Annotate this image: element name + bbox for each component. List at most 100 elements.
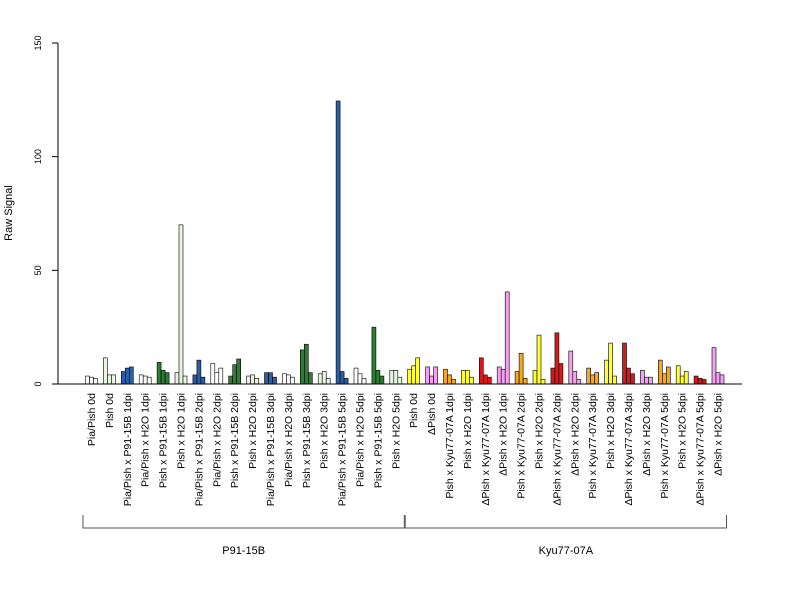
bar-group xyxy=(335,100,349,385)
bar xyxy=(504,291,510,385)
bar xyxy=(576,379,582,385)
bracket-line xyxy=(82,515,405,529)
bar xyxy=(586,367,592,385)
bar xyxy=(461,370,466,385)
bar xyxy=(210,363,216,385)
bar-group xyxy=(156,362,170,385)
bar xyxy=(353,367,359,385)
bar xyxy=(594,372,600,385)
bar xyxy=(536,334,542,385)
bar xyxy=(107,374,112,385)
bar xyxy=(343,378,349,385)
bar xyxy=(389,370,395,385)
bar xyxy=(554,332,560,385)
x-tick-label: Pia/Pish x P91-15B 1dpi xyxy=(122,393,134,506)
bar-group xyxy=(353,367,367,385)
x-tick-label: Pish x H2O 5dpi xyxy=(677,393,689,469)
x-tick-label: Pish x H2O 3dpi xyxy=(605,393,617,469)
bar xyxy=(433,366,438,385)
bar xyxy=(282,373,287,385)
bar xyxy=(675,365,681,385)
bar xyxy=(299,349,305,385)
group-label: P91-15B xyxy=(222,545,265,557)
bar xyxy=(626,367,631,385)
bar-group xyxy=(425,366,438,385)
bar xyxy=(156,362,162,385)
y-tick-label: 100 xyxy=(33,149,43,164)
bar xyxy=(142,375,148,385)
bar xyxy=(192,374,198,385)
bar-group xyxy=(210,363,224,385)
bar xyxy=(290,376,295,385)
x-tick-label: Pish x H2O 3dpi xyxy=(319,393,331,469)
bar-group xyxy=(174,224,188,385)
y-tick-label: 150 xyxy=(33,35,43,50)
bar xyxy=(178,224,184,385)
bar xyxy=(236,358,241,385)
bar xyxy=(317,373,323,385)
bar xyxy=(679,375,685,385)
bar xyxy=(397,376,403,385)
x-axis-labels: Pia/Pish 0d Pish 0d Pia/Pish x P91-15B 1dp… xyxy=(86,393,725,506)
x-tick-label: ΔPish x H2O 2dpi xyxy=(569,393,581,476)
x-tick-label: Pish x P91-15B 5dpi xyxy=(372,393,384,488)
group-bracket: P91-15B xyxy=(82,515,405,557)
bar-group xyxy=(514,353,528,385)
x-tick-label: ΔPish x Kyu77-07A 3dpi xyxy=(623,393,635,506)
bar xyxy=(160,370,166,385)
x-tick-label: Pish x H2O 5dpi xyxy=(390,393,402,469)
bar-group xyxy=(675,365,689,385)
bar-group xyxy=(85,375,98,385)
bar xyxy=(411,365,417,385)
x-tick-label: Pia/Pish x P91-15B 2dpi xyxy=(193,393,205,506)
bar xyxy=(89,376,94,385)
bar xyxy=(550,367,556,385)
bar xyxy=(303,343,309,385)
x-tick-label: Pish 0d xyxy=(408,393,420,428)
bar-group xyxy=(264,372,277,385)
bar xyxy=(286,374,291,385)
x-tick-label: Pia/Pish x P91-15B 5dpi xyxy=(337,393,349,506)
bar xyxy=(719,374,725,385)
bar-group xyxy=(532,334,546,385)
x-tick-label: ΔPish x Kyu77-07A 2dpi xyxy=(551,393,563,506)
bar-group xyxy=(443,368,456,385)
bar-group xyxy=(192,359,206,385)
bar xyxy=(665,366,671,385)
bar xyxy=(272,376,277,385)
bar xyxy=(214,372,220,385)
bar xyxy=(648,376,653,385)
bar xyxy=(407,368,413,385)
bar-group xyxy=(586,367,600,385)
bar xyxy=(568,350,574,385)
bar-group xyxy=(103,357,116,385)
bar-group xyxy=(371,326,385,385)
bar xyxy=(111,374,116,385)
bar-group xyxy=(496,291,510,385)
bar xyxy=(500,368,506,385)
bar xyxy=(379,375,385,385)
bar-group xyxy=(640,370,653,385)
bar xyxy=(200,376,206,385)
bar xyxy=(518,353,524,385)
bar xyxy=(393,370,399,385)
x-tick-label: Pia/Pish x H2O 5dpi xyxy=(355,393,367,487)
bar xyxy=(486,376,492,385)
x-tick-label: ΔPish x Kyu77-07A 5dpi xyxy=(695,393,707,506)
bar xyxy=(622,342,627,385)
bar-group xyxy=(657,359,671,385)
bar xyxy=(164,372,170,385)
bar xyxy=(103,357,108,385)
x-tick-label: Pish x H2O 1dpi xyxy=(462,393,474,469)
x-tick-label: Pish x P91-15B 2dpi xyxy=(229,393,241,488)
bar-group xyxy=(711,347,725,385)
bar xyxy=(182,375,188,385)
x-tick-label: Pia/Pish 0d xyxy=(86,393,98,446)
bar xyxy=(522,378,528,385)
bar-group xyxy=(622,342,635,385)
y-axis: 0 50 100 150 xyxy=(33,35,59,387)
x-tick-label: Pish x Kyu77-07A 3dpi xyxy=(587,393,599,499)
bar xyxy=(715,372,721,385)
bar-group xyxy=(246,374,259,385)
bar xyxy=(218,367,224,385)
